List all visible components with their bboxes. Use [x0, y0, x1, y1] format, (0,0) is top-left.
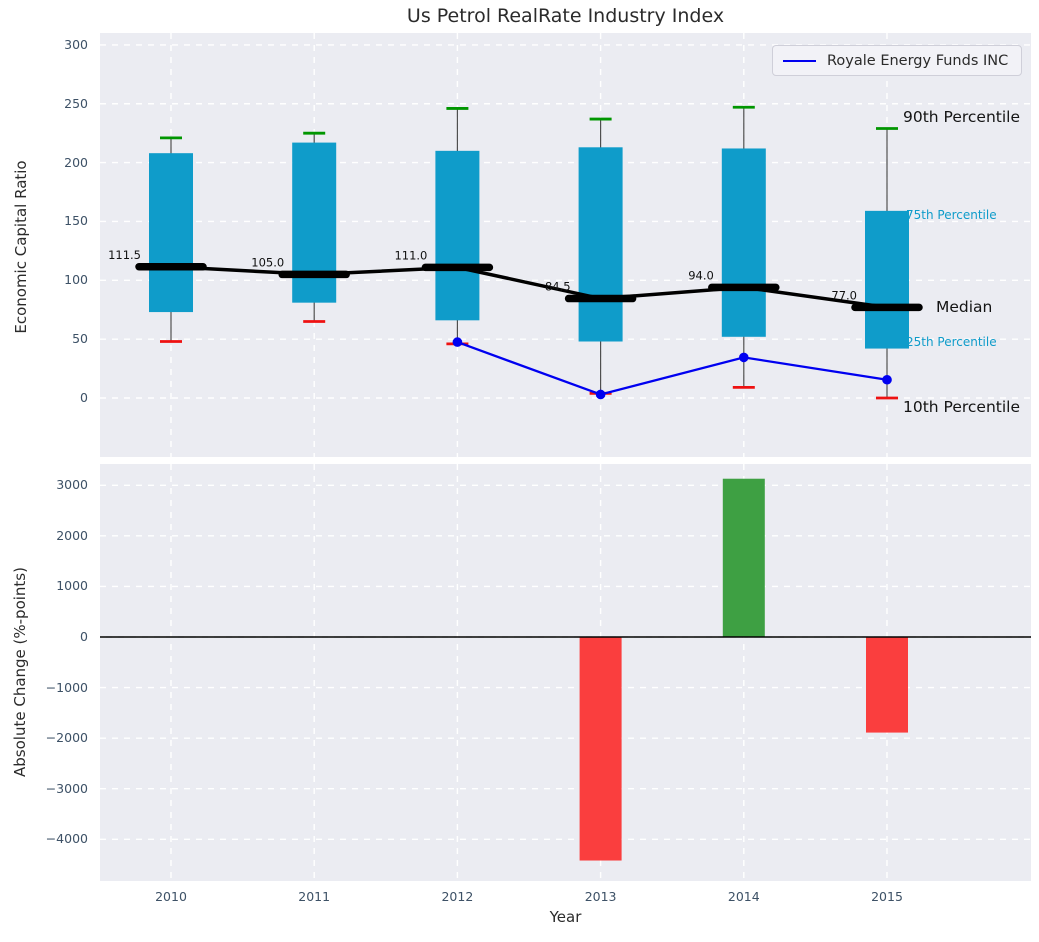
annotation-median: Median [936, 297, 993, 316]
bottom-y-tick-3000: 3000 [56, 477, 88, 493]
bottom-y-tick--1000: −1000 [45, 679, 88, 695]
royale-point-2013 [595, 389, 606, 400]
top-y-axis-label: Economic Capital Ratio [12, 160, 30, 334]
top-plot-area: 111.5 105.0 111.0 84.5 94.0 77.0 Royale Energ… [100, 33, 1031, 457]
bottom-y-tick--3000: −3000 [45, 780, 88, 796]
iqr-box-2013 [578, 147, 623, 342]
annotation-25th-percentile: 25th Percentile [906, 334, 997, 349]
median-value-label: 84.5 [545, 280, 571, 294]
median-value-label: 111.0 [394, 248, 427, 262]
x-tick-2015: 2015 [871, 889, 903, 904]
median-value-label: 111.5 [108, 248, 141, 262]
x-tick-2011: 2011 [298, 889, 331, 904]
bottom-y-tick-0: 0 [80, 629, 88, 644]
x-axis-label: Year [549, 908, 582, 926]
bottom-y-tick-1000: 1000 [56, 578, 88, 594]
top-y-tick-0: 0 [80, 390, 88, 405]
annotation-75th-percentile: 75th Percentile [906, 207, 997, 222]
bottom-y-tick--4000: −4000 [45, 831, 88, 847]
percentile-chart: 111.5 105.0 111.0 84.5 94.0 77.0 [100, 33, 1031, 457]
iqr-box-2014 [721, 148, 766, 337]
change-bar-chart [100, 464, 1031, 881]
x-tick-2012: 2012 [441, 889, 474, 904]
change-bar-2014 [722, 478, 765, 637]
royale-point-2015 [882, 374, 892, 385]
bottom-y-tick--2000: −2000 [45, 730, 88, 746]
royale-point-2014 [739, 352, 749, 363]
median-value-label: 94.0 [688, 268, 714, 282]
top-y-tick-150: 150 [64, 213, 88, 229]
iqr-box-2011 [292, 142, 337, 303]
top-y-tick-100: 100 [64, 272, 88, 288]
median-value-label: 77.0 [831, 288, 857, 302]
x-tick-2013: 2013 [584, 889, 617, 904]
legend: Royale Energy Funds INC [772, 45, 1023, 76]
legend-label: Royale Energy Funds INC [827, 52, 1009, 69]
bottom-plot-area [100, 464, 1031, 881]
legend-line-sample [783, 59, 816, 62]
top-y-tick-200: 200 [64, 154, 88, 170]
iqr-box-2012 [435, 150, 480, 321]
x-tick-2014: 2014 [727, 889, 760, 904]
royale-series-line [457, 341, 888, 396]
top-y-tick-50: 50 [72, 331, 88, 347]
change-bar-2013 [579, 637, 622, 861]
bottom-y-tick-2000: 2000 [56, 527, 88, 543]
top-y-tick-250: 250 [64, 95, 88, 111]
chart-title: Us Petrol RealRate Industry Index [406, 5, 725, 27]
x-tick-2010: 2010 [155, 889, 187, 904]
royale-point-2012 [452, 337, 463, 347]
median-value-label: 105.0 [251, 255, 284, 269]
median-line [170, 265, 888, 310]
annotation-90th-percentile: 90th Percentile [903, 108, 1021, 127]
annotation-10th-percentile: 10th Percentile [903, 397, 1021, 416]
iqr-box-2010 [149, 153, 193, 313]
change-bar-2015 [866, 637, 908, 733]
top-y-tick-300: 300 [64, 36, 88, 52]
iqr-box-2015 [865, 210, 909, 349]
